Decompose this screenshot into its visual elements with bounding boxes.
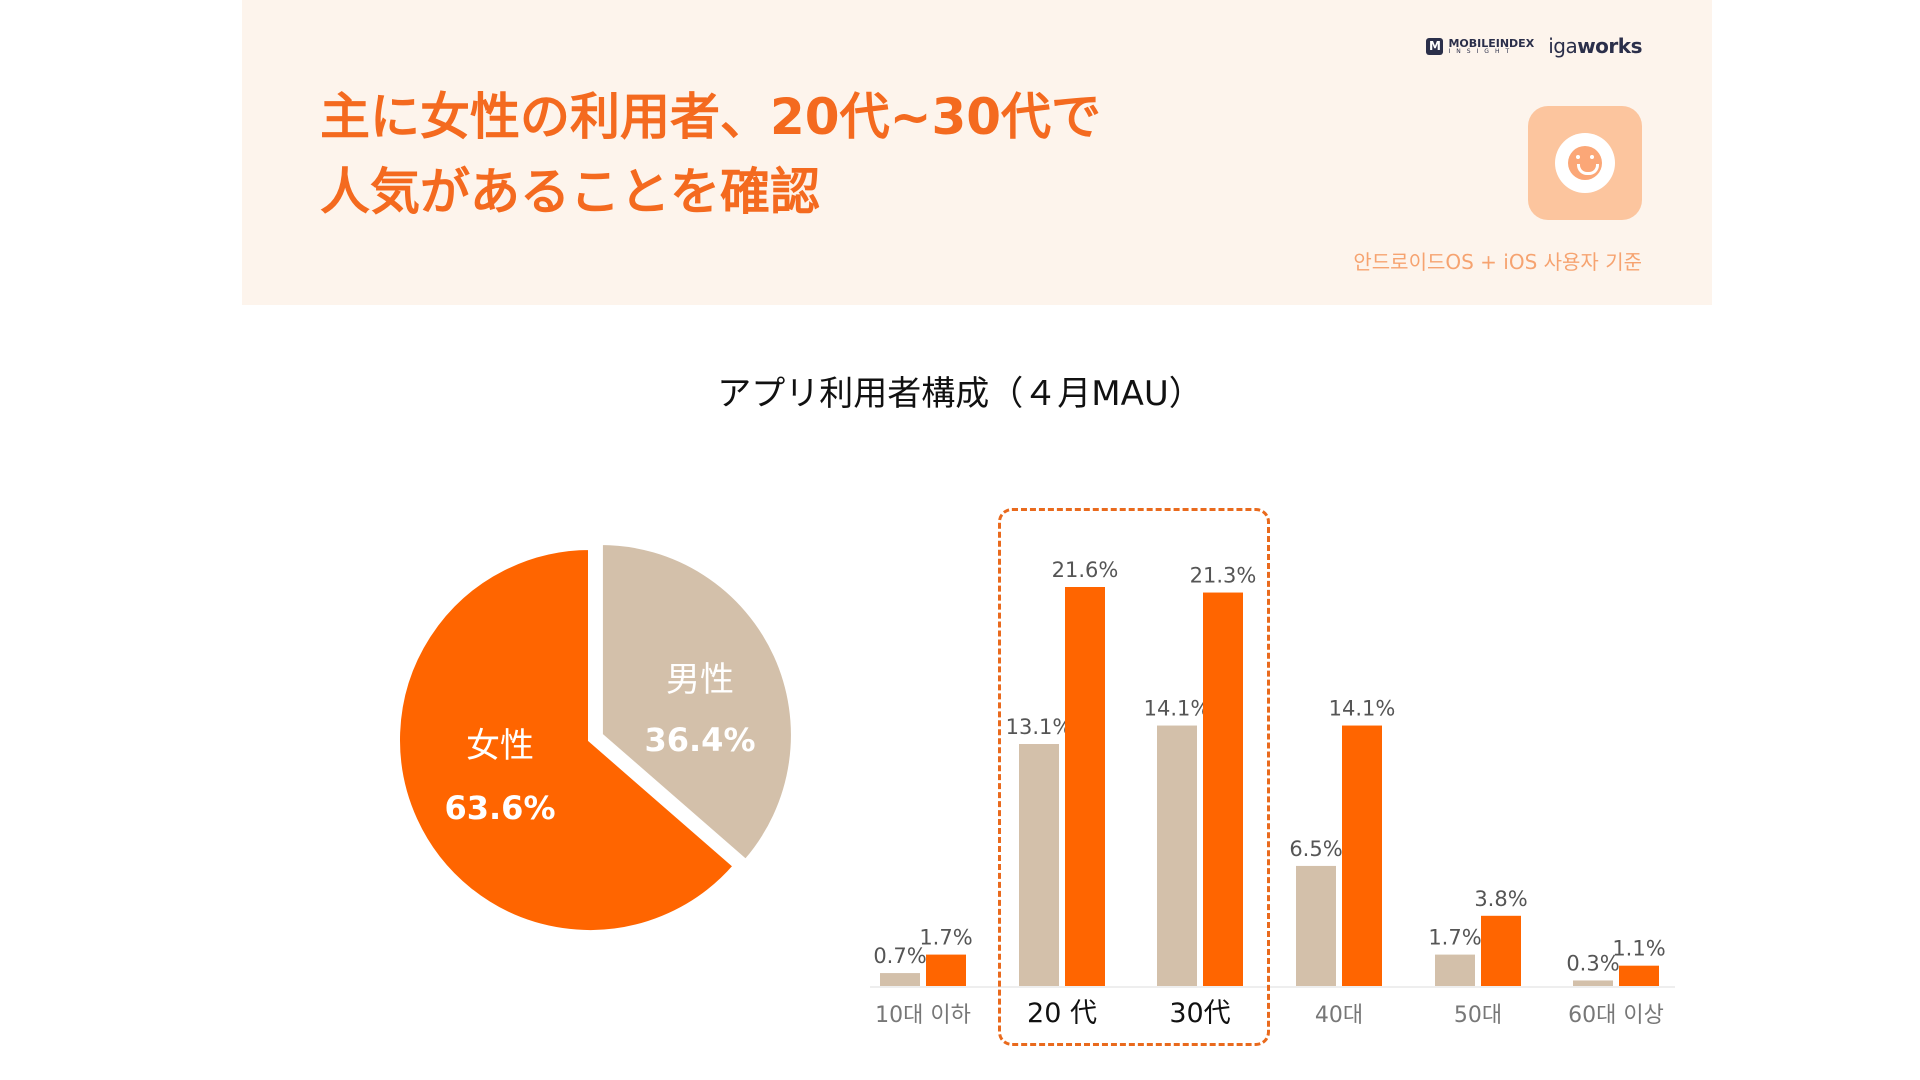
mobileindex-logo: M MOBILEINDEX INSIGHT: [1426, 36, 1535, 55]
bar-male-3: [1296, 865, 1336, 986]
bar-value-label: 21.6%: [1052, 558, 1119, 582]
bar-value-label: 14.1%: [1144, 697, 1211, 721]
igaworks-logo: igaworks: [1548, 34, 1642, 58]
bar-value-label: 0.7%: [873, 944, 926, 968]
headline-line-1: 主に女性の利用者、20代~30代で: [320, 88, 1102, 146]
bar-female-1: [1065, 587, 1105, 986]
pie-slice-male: [598, 541, 795, 864]
bar-male-1: [1019, 744, 1059, 986]
bar-value-label: 1.1%: [1612, 937, 1665, 961]
mobileindex-m-icon: M: [1426, 37, 1444, 55]
bar-value-label: 1.7%: [919, 926, 972, 950]
app-icon: [1528, 106, 1642, 220]
bar-female-0: [926, 954, 966, 986]
category-label: 20 代: [1027, 998, 1097, 1029]
headline: 主に女性の利用者、20代~30代で 人気があることを確認: [320, 80, 1101, 230]
data-basis-note: 안드로이드OS + iOS 사용자 기준: [1353, 250, 1642, 274]
bar-value-label: 13.1%: [1006, 715, 1073, 739]
gender-pie-chart: [396, 541, 795, 934]
bar-value-label: 0.3%: [1566, 951, 1619, 975]
highlight-20s-30s: [998, 508, 1270, 1046]
category-label: 50대: [1454, 1003, 1502, 1028]
brand-logos: M MOBILEINDEX INSIGHT igaworks: [1426, 34, 1642, 58]
bar-female-4: [1481, 915, 1521, 986]
bar-female-5: [1619, 965, 1659, 986]
mobileindex-name: MOBILEINDEX: [1448, 36, 1535, 50]
bar-male-5: [1573, 980, 1613, 986]
bar-male-0: [880, 973, 920, 986]
pie-label-female: 女性 63.6%: [444, 726, 556, 827]
bar-value-label: 1.7%: [1428, 926, 1481, 950]
bar-female-3: [1342, 725, 1382, 986]
pie-label-male: 男性 36.4%: [644, 660, 756, 759]
chart-title: アプリ利用者構成（４月MAU）: [717, 374, 1203, 414]
bar-value-label: 21.3%: [1190, 564, 1257, 588]
bar-male-4: [1435, 954, 1475, 986]
bar-male-2: [1157, 725, 1197, 986]
headline-line-2: 人気があることを確認: [320, 163, 820, 221]
bar-female-2: [1203, 592, 1243, 986]
category-label: 30代: [1169, 998, 1230, 1029]
bar-value-label: 3.8%: [1474, 887, 1527, 911]
header-banner: 主に女性の利用者、20代~30代で 人気があることを確認 M MOBILEIND…: [242, 0, 1712, 305]
mobileindex-sub: INSIGHT: [1448, 47, 1516, 55]
category-label: 40대: [1315, 1003, 1363, 1028]
bar-value-label: 6.5%: [1289, 837, 1342, 861]
pie-slice-female: [396, 545, 738, 934]
bar-value-label: 14.1%: [1329, 697, 1396, 721]
category-label: 10대 이하: [875, 1003, 971, 1028]
category-label: 60대 이상: [1568, 1003, 1664, 1028]
